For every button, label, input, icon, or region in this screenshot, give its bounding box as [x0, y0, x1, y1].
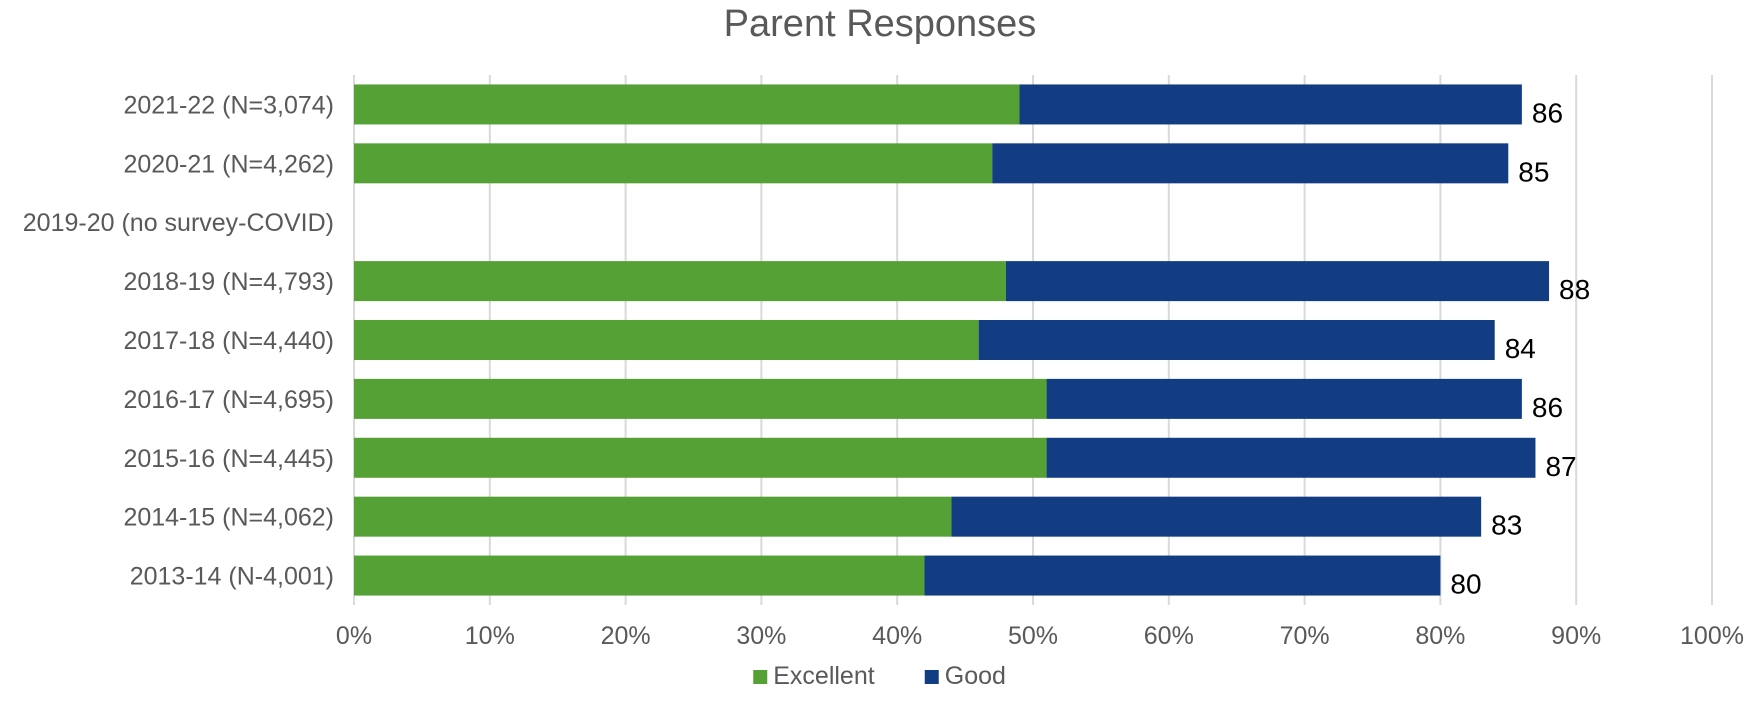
bar-good: [1046, 437, 1536, 478]
category-label: 2020-21 (N=4,262): [123, 150, 334, 178]
bar-excellent: [354, 320, 979, 360]
category-label: 2013-14 (N-4,001): [130, 563, 334, 591]
total-data-label: 84: [1505, 333, 1536, 364]
bar-good: [951, 496, 1482, 537]
x-tick-label: 90%: [1551, 622, 1601, 650]
bar-excellent: [354, 143, 993, 184]
bar-good: [1019, 84, 1522, 125]
category-label: 2018-19 (N=4,793): [123, 268, 334, 296]
category-label: 2016-17 (N=4,695): [123, 386, 334, 414]
total-data-label: 80: [1450, 569, 1481, 600]
x-tick-label: 100%: [1680, 622, 1744, 650]
bar-good: [978, 320, 1495, 360]
total-data-label: 85: [1518, 156, 1549, 187]
bar-excellent: [354, 437, 1047, 478]
bar-excellent: [354, 84, 1020, 125]
legend-label: Good: [945, 662, 1006, 690]
bar-excellent: [354, 555, 925, 596]
category-label: 2015-16 (N=4,445): [123, 445, 334, 473]
legend-swatch-excellent: [753, 670, 768, 684]
x-tick-label: 70%: [1280, 622, 1330, 650]
total-data-label: 87: [1545, 451, 1576, 482]
category-label: 2017-18 (N=4,440): [123, 327, 334, 355]
bar-excellent: [354, 496, 952, 537]
chart-title: Parent Responses: [724, 3, 1037, 45]
total-data-label: 86: [1532, 97, 1563, 128]
x-tick-label: 80%: [1415, 622, 1465, 650]
category-axis-labels: 2021-22 (N=3,074) 2020-21 (N=4,262) 2019-2…: [23, 91, 334, 590]
total-data-label: 86: [1532, 392, 1563, 423]
legend-swatch-good: [924, 670, 939, 684]
category-label: 2014-15 (N=4,062): [123, 504, 334, 532]
total-data-label: 83: [1491, 510, 1522, 541]
x-tick-label: 30%: [736, 622, 786, 650]
total-labels: 86 85 88 84 86 87 83 80: [1450, 97, 1590, 599]
bar-good: [924, 555, 1441, 596]
total-data-label: 88: [1559, 274, 1590, 305]
category-label: 2019-20 (no survey-COVID): [23, 209, 334, 237]
x-tick-label: 20%: [601, 622, 651, 650]
bar-good: [992, 143, 1509, 184]
category-label: 2021-22 (N=3,074): [123, 91, 334, 119]
bar-excellent: [354, 378, 1047, 419]
bar-good: [1005, 261, 1550, 302]
bars: [354, 84, 1550, 596]
bar-good: [1046, 378, 1522, 419]
legend-label: Excellent: [773, 662, 874, 690]
legend: Excellent Good: [753, 662, 1006, 690]
bar-excellent: [354, 261, 1006, 302]
x-tick-label: 0%: [336, 622, 372, 650]
value-axis-labels: 0% 10% 20% 30% 40% 50% 60% 70% 80% 90% 100%: [336, 622, 1744, 650]
x-tick-label: 60%: [1144, 622, 1194, 650]
x-tick-label: 40%: [872, 622, 922, 650]
x-tick-label: 50%: [1008, 622, 1058, 650]
x-tick-label: 10%: [465, 622, 515, 650]
